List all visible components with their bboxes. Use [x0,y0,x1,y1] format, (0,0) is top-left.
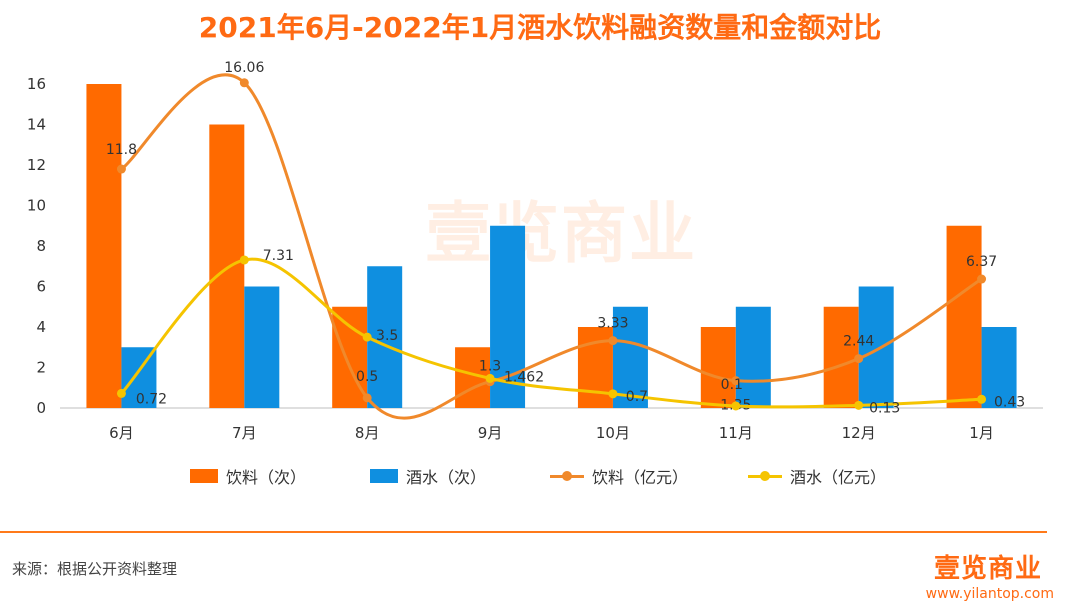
legend-label-liquor-count: 酒水（次） [406,468,487,487]
point-liquor-amount [977,394,987,404]
bar-liquor-count [244,286,280,408]
data-label-liquor-amount: 3.5 [376,328,398,344]
x-tick-label: 1月 [969,424,994,442]
point-liquor-amount [239,255,249,265]
data-label-drink-amount: 3.33 [597,316,628,332]
brand-url[interactable]: www.yilantop.com [925,586,1054,602]
x-tick-label: 6月 [109,424,134,442]
legend-label-drink-count: 饮料（次） [226,468,307,487]
y-tick-label: 12 [27,156,46,174]
bar-drink-count [577,327,613,408]
data-label-liquor-amount: 7.31 [263,248,294,264]
data-label-drink-amount: 0.5 [356,369,378,385]
watermark-text: 壹览商业 [425,195,697,272]
x-tick-label: 7月 [232,424,257,442]
legend-item-drink-amount[interactable]: 饮料（亿元） [550,464,688,488]
data-label-drink-amount: 16.06 [224,60,264,76]
bar-drink-count [946,225,982,408]
point-drink-amount [977,274,987,284]
legend-swatch-liquor-count [370,469,398,483]
data-label-drink-amount: 2.44 [843,334,874,350]
y-tick-label: 6 [36,278,46,296]
y-tick-label: 4 [36,318,46,336]
point-drink-amount [239,78,249,88]
data-label-drink-amount: 6.37 [966,254,997,270]
x-tick-label: 11月 [719,424,753,442]
footer-divider [0,531,1047,533]
x-tick-label: 9月 [478,424,503,442]
bar-liquor-count [121,347,157,408]
bar-drink-count [700,327,736,408]
bar-liquor-count [858,286,894,408]
point-drink-amount [116,164,126,174]
y-tick-label: 0 [36,399,46,417]
point-drink-amount [854,354,864,364]
point-liquor-amount [116,388,126,398]
legend-swatch-drink-amount [550,469,584,483]
x-tick-label: 10月 [596,424,630,442]
legend-item-liquor-amount[interactable]: 酒水（亿元） [748,464,886,488]
data-label-liquor-amount: 0.13 [869,400,900,416]
data-label-liquor-amount: 0.43 [994,394,1025,410]
point-liquor-amount [608,389,618,399]
data-label-liquor-amount: 0.72 [136,391,167,407]
x-tick-label: 8月 [355,424,380,442]
point-liquor-amount [854,400,864,410]
bar-liquor-count [612,306,648,408]
bar-liquor-count [367,266,403,408]
x-tick-label: 12月 [842,424,876,442]
chart-title: 2021年6月-2022年1月酒水饮料融资数量和金额对比 [198,11,882,44]
data-label-liquor-amount: 0.7 [626,389,648,405]
source-note: 来源：根据公开资料整理 [12,560,178,578]
y-tick-label: 10 [27,197,46,215]
legend-label-liquor-amount: 酒水（亿元） [790,468,887,487]
data-label-drink-amount: 1.3 [479,359,501,375]
combo-chart: 0 2 4 6 8 10 12 14 16 6月 7月 8月 9月 10月 11月 12月 1月 11.8 16.0… [27,60,1043,442]
y-tick-label: 8 [36,237,46,255]
y-tick-label: 16 [27,75,46,93]
y-tick-label: 14 [27,116,46,134]
point-liquor-amount [731,401,741,411]
point-drink-amount [731,376,741,386]
point-drink-amount [362,393,372,403]
legend-item-liquor-count[interactable]: 酒水（次） [370,464,486,488]
legend-swatch-drink-count [190,469,218,483]
data-label-liquor-amount: 1.462 [504,369,544,385]
bar-drink-count [86,84,122,408]
y-tick-label: 2 [36,359,46,377]
point-drink-amount [608,336,618,346]
legend-item-drink-count[interactable]: 饮料（次） [190,464,306,488]
bar-liquor-count [981,327,1017,408]
data-label-liquor-amount: 0.1 [721,377,743,393]
legend-label-drink-amount: 饮料（亿元） [592,468,689,487]
bar-liquor-count [735,306,771,408]
brand-logo[interactable]: 壹览商业 [933,554,1042,584]
data-label-drink-amount: 11.8 [106,142,137,158]
chart-legend: 饮料（次） 酒水（次） 饮料（亿元） 酒水（亿元） [0,464,1080,488]
bar-drink-count [823,306,859,408]
bar-drink-count [209,124,245,408]
point-liquor-amount [362,332,372,342]
legend-swatch-liquor-amount [748,469,782,483]
point-liquor-amount [485,373,495,383]
